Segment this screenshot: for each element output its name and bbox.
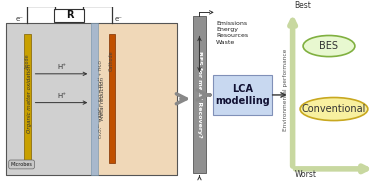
Text: e⁻: e⁻ [115, 16, 123, 22]
Text: Environmental performance: Environmental performance [283, 49, 288, 131]
Bar [6, 23, 95, 175]
Text: Conventional: Conventional [302, 104, 366, 114]
FancyBboxPatch shape [213, 75, 272, 115]
Bar [193, 16, 206, 173]
Text: Emissions
Energy
Resources
Waste: Emissions Energy Resources Waste [216, 21, 248, 45]
Text: Metal reduction: Metal reduction [100, 77, 105, 120]
Ellipse shape [303, 36, 355, 57]
Text: H⁺: H⁺ [57, 64, 66, 70]
Ellipse shape [300, 98, 368, 121]
Text: BES: BES [319, 41, 338, 51]
Bar [91, 23, 98, 175]
Text: Cr₂O₇²⁻ + 14H⁺ + 6e⁻ → 2Cr³⁺ + 7H₂O: Cr₂O₇²⁻ + 14H⁺ + 6e⁻ → 2Cr³⁺ + 7H₂O [99, 60, 103, 138]
Text: Best: Best [294, 1, 311, 10]
Bar [6, 23, 177, 175]
FancyBboxPatch shape [54, 9, 84, 22]
Text: R: R [66, 10, 73, 20]
Text: e⁻: e⁻ [16, 16, 24, 22]
Text: Cathode: Cathode [109, 51, 114, 71]
Text: H⁺: H⁺ [57, 93, 66, 99]
Text: Anode: Anode [25, 53, 29, 69]
Bar [95, 23, 177, 175]
Text: Worst: Worst [294, 170, 317, 179]
Text: LCA
modelling: LCA modelling [215, 84, 270, 106]
Text: BES for metal Recovery?: BES for metal Recovery? [197, 51, 202, 138]
Text: Organic matter oxidation: Organic matter oxidation [27, 64, 32, 133]
Text: Microbes: Microbes [11, 162, 33, 167]
Bar [109, 34, 115, 163]
Bar [23, 34, 31, 163]
